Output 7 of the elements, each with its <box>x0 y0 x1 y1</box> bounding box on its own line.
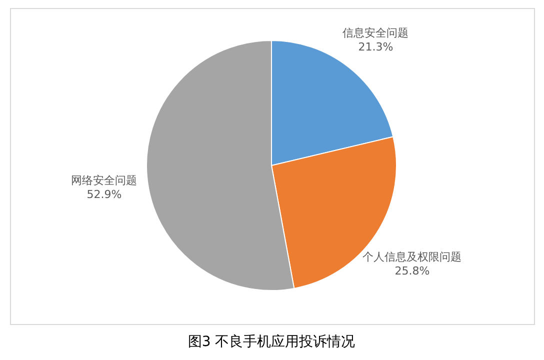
slice-label: 网络安全问题 <box>71 174 138 187</box>
data-label: 25.8% <box>394 264 430 278</box>
slice-label: 信息安全问题 <box>342 26 409 40</box>
slice-label: 个人信息及权限问题 <box>362 250 462 264</box>
data-label: 21.3% <box>358 40 394 54</box>
text: 图3 不良手机应用投诉情况 <box>188 334 356 350</box>
data-label: 52.9% <box>86 188 122 201</box>
